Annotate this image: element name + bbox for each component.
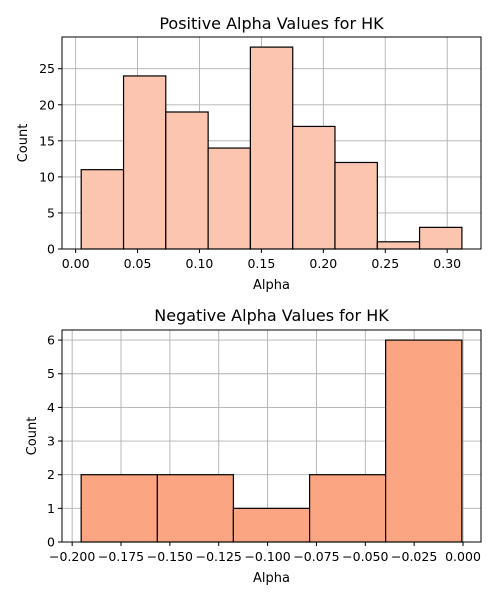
x-tick-label: −0.125 bbox=[196, 549, 242, 564]
x-tick-label: 0.000 bbox=[445, 549, 481, 564]
chart-2-x-ticks: −0.200 −0.175 −0.150 −0.125 −0.100 −0.075 −0.0… bbox=[49, 542, 481, 564]
chart-1-title: Positive Alpha Values for HK bbox=[159, 14, 384, 33]
y-tick-label: 10 bbox=[39, 169, 55, 184]
chart-2-y-ticks: 0 1 2 3 4 5 6 bbox=[47, 333, 62, 550]
histogram-bar bbox=[418, 226, 463, 250]
y-tick-label: 0 bbox=[47, 242, 55, 257]
y-tick-label: 25 bbox=[39, 61, 55, 76]
chart-2-x-axis-label: Alpha bbox=[253, 571, 290, 586]
y-tick-label: 0 bbox=[47, 535, 55, 550]
y-tick-label: 20 bbox=[39, 97, 55, 112]
chart-positive-alpha: Positive Alpha Values for HK 0.00 0.05 0.1… bbox=[16, 14, 482, 293]
chart-2-title: Negative Alpha Values for HK bbox=[154, 306, 389, 325]
histogram-bar bbox=[376, 241, 421, 250]
y-tick-label: 6 bbox=[47, 333, 55, 348]
x-tick-label: 0.30 bbox=[433, 256, 461, 271]
chart-1-bars bbox=[80, 46, 463, 250]
histogram-bar bbox=[80, 169, 125, 250]
chart-1-x-axis-label: Alpha bbox=[253, 278, 290, 293]
x-tick-label: 0.05 bbox=[124, 256, 152, 271]
chart-1-y-ticks: 0 5 10 15 20 25 bbox=[39, 61, 62, 257]
chart-1-plot-frame bbox=[61, 36, 482, 250]
x-tick-label: 0.10 bbox=[186, 256, 214, 271]
y-tick-label: 5 bbox=[47, 366, 55, 381]
y-tick-label: 15 bbox=[39, 133, 55, 148]
x-tick-label: 0.25 bbox=[371, 256, 399, 271]
histogram-bar bbox=[249, 46, 294, 250]
y-tick-label: 2 bbox=[47, 467, 55, 482]
chart-2-bars bbox=[80, 339, 463, 543]
y-tick-label: 4 bbox=[47, 400, 55, 415]
y-tick-label: 3 bbox=[47, 434, 55, 449]
chart-1-y-axis-label: Count bbox=[16, 124, 31, 163]
x-tick-label: −0.175 bbox=[98, 549, 144, 564]
x-tick-label: −0.075 bbox=[293, 549, 339, 564]
x-tick-label: −0.100 bbox=[244, 549, 290, 564]
x-tick-label: 0.20 bbox=[309, 256, 337, 271]
histogram-bar bbox=[122, 75, 167, 250]
histogram-bar bbox=[165, 111, 209, 250]
histogram-bar bbox=[156, 474, 234, 543]
x-tick-label: 0.15 bbox=[247, 256, 275, 271]
histogram-bar bbox=[292, 125, 336, 250]
histogram-bar bbox=[385, 339, 463, 543]
chart-2-plot-frame bbox=[61, 329, 482, 543]
x-tick-label: −0.025 bbox=[391, 549, 437, 564]
histogram-bar bbox=[334, 161, 378, 250]
x-tick-label: −0.150 bbox=[147, 549, 193, 564]
histogram-bar bbox=[232, 507, 311, 543]
x-tick-label: 0.00 bbox=[62, 256, 90, 271]
histogram-bar bbox=[207, 147, 251, 250]
y-tick-label: 1 bbox=[47, 501, 55, 516]
chart-2-y-axis-label: Count bbox=[25, 417, 40, 456]
x-tick-label: −0.200 bbox=[49, 549, 95, 564]
histogram-bar bbox=[80, 474, 158, 543]
histogram-bar bbox=[309, 474, 387, 543]
x-tick-label: −0.050 bbox=[342, 549, 388, 564]
chart-1-x-ticks: 0.00 0.05 0.10 0.15 0.20 0.25 0.30 bbox=[62, 249, 461, 271]
chart-negative-alpha: Negative Alpha Values for HK −0.200 −0.17… bbox=[25, 306, 482, 586]
y-tick-label: 5 bbox=[47, 205, 55, 220]
